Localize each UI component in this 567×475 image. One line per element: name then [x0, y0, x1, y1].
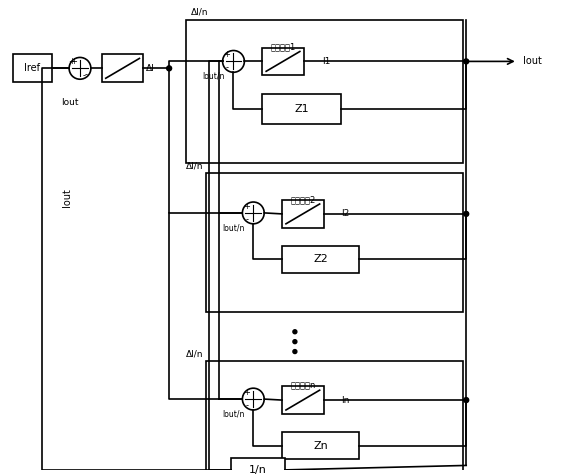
Text: ΔI/n: ΔI/n	[186, 162, 204, 171]
Text: 电源模剗1: 电源模剗1	[270, 43, 295, 52]
Circle shape	[464, 398, 469, 402]
Text: Iout: Iout	[523, 57, 541, 66]
Text: -: -	[246, 215, 248, 224]
FancyBboxPatch shape	[262, 48, 304, 75]
Text: ΔI/n: ΔI/n	[186, 350, 204, 359]
Circle shape	[293, 340, 297, 343]
Circle shape	[223, 50, 244, 72]
FancyBboxPatch shape	[231, 457, 285, 475]
Text: Iout: Iout	[61, 98, 79, 107]
FancyBboxPatch shape	[206, 173, 463, 312]
FancyBboxPatch shape	[282, 246, 359, 273]
FancyBboxPatch shape	[282, 200, 324, 228]
Text: +: +	[243, 202, 250, 211]
Text: +: +	[243, 388, 250, 397]
Text: I2: I2	[341, 209, 350, 218]
Text: Iout/n: Iout/n	[222, 223, 245, 232]
FancyBboxPatch shape	[206, 361, 463, 475]
Text: Zn: Zn	[313, 441, 328, 451]
Text: 电源模块n: 电源模块n	[290, 381, 315, 390]
Text: Iout: Iout	[62, 189, 72, 208]
Text: -: -	[226, 63, 229, 72]
Text: Iref: Iref	[24, 63, 40, 73]
Text: +: +	[70, 57, 77, 67]
Text: In: In	[341, 396, 350, 405]
Text: 电源模剗2: 电源模剗2	[290, 195, 315, 204]
Text: 1/n: 1/n	[249, 465, 266, 475]
Text: ΔI/n: ΔI/n	[191, 8, 209, 17]
FancyBboxPatch shape	[262, 94, 341, 124]
Text: Z2: Z2	[313, 255, 328, 265]
FancyBboxPatch shape	[186, 20, 463, 163]
Circle shape	[69, 57, 91, 79]
FancyBboxPatch shape	[282, 432, 359, 459]
Text: Iout/n: Iout/n	[202, 72, 225, 81]
Text: Z1: Z1	[294, 104, 309, 114]
Circle shape	[293, 350, 297, 353]
FancyBboxPatch shape	[102, 55, 143, 82]
FancyBboxPatch shape	[282, 386, 324, 414]
Circle shape	[167, 66, 172, 71]
Circle shape	[243, 202, 264, 224]
Circle shape	[464, 211, 469, 217]
Text: -: -	[82, 71, 86, 80]
Text: -: -	[246, 401, 248, 410]
Circle shape	[293, 330, 297, 334]
FancyBboxPatch shape	[12, 55, 52, 82]
Text: I1: I1	[321, 57, 330, 66]
Text: +: +	[69, 57, 75, 66]
Text: +: +	[223, 50, 231, 59]
Circle shape	[243, 388, 264, 410]
Text: ΔI: ΔI	[146, 64, 155, 73]
Text: Iout/n: Iout/n	[222, 409, 245, 418]
Text: -: -	[85, 70, 88, 79]
Circle shape	[464, 59, 469, 64]
